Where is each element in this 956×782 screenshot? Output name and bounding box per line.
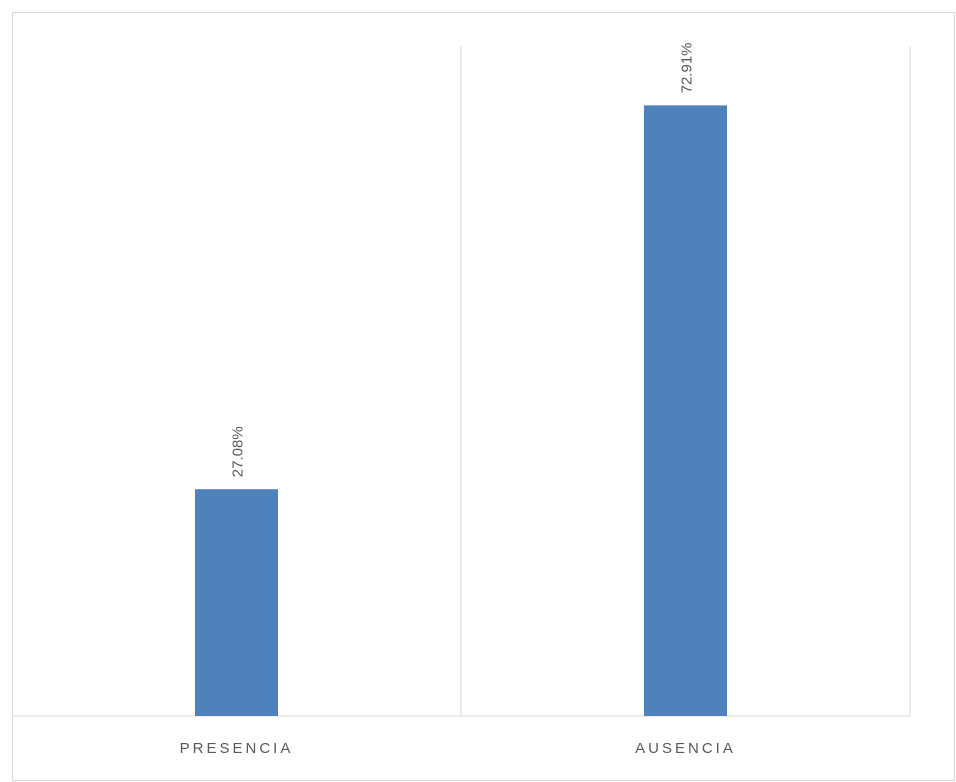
category-labels: PRESENCIA AUSENCIA	[180, 740, 736, 757]
bar-presencia	[195, 489, 278, 716]
data-label-ausencia: 72.91%	[679, 43, 696, 94]
grid-lines	[12, 46, 911, 717]
chart-frame	[12, 12, 955, 781]
category-label-ausencia: AUSENCIA	[635, 740, 736, 757]
bars	[195, 105, 727, 716]
data-label-presencia: 27.08%	[230, 426, 247, 477]
category-label-presencia: PRESENCIA	[180, 740, 294, 757]
data-labels: 27.08% 72.91%	[230, 43, 696, 478]
bar-ausencia	[644, 105, 727, 716]
